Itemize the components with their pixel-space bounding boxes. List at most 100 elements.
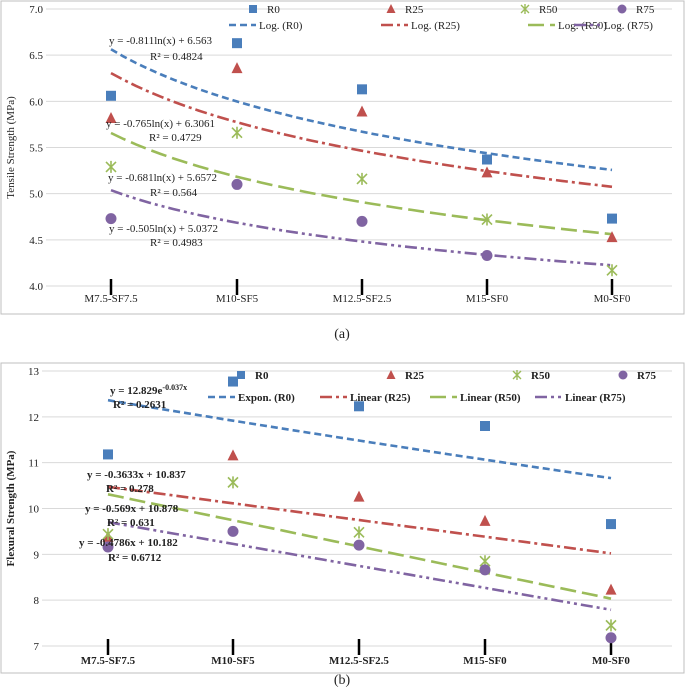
legend-label-r75: R75 bbox=[637, 370, 656, 382]
marker-r50-m15-sf0 bbox=[481, 213, 493, 226]
y-tick-label: 6.5 bbox=[29, 50, 43, 62]
legend-label-linear-r75: Linear (R75) bbox=[565, 392, 626, 404]
r-squared-linear-r25: R² = 0.278 bbox=[106, 483, 154, 495]
marker-r25-m10-sf5 bbox=[227, 449, 239, 461]
r-squared-log-r0: R² = 0.4824 bbox=[150, 51, 203, 63]
legend-label-r25: R25 bbox=[405, 370, 424, 382]
r-squared-log-r75: R² = 0.4983 bbox=[150, 237, 203, 249]
marker-r25-m7-5-sf7-5 bbox=[105, 111, 117, 123]
legend-marker-r75 bbox=[618, 370, 628, 380]
r-squared-log-r50: R² = 0.564 bbox=[150, 187, 198, 199]
marker-r25-m10-sf5 bbox=[231, 62, 243, 74]
x-tick-label-m0-sf0: M0-SF0 bbox=[594, 293, 631, 305]
trendline-log-r25 bbox=[110, 71, 613, 189]
r-squared-expon-r0: R² = 0.2631 bbox=[113, 399, 166, 411]
trendline-linear-r25 bbox=[107, 485, 612, 555]
marker-r25-m15-sf0 bbox=[481, 166, 493, 178]
legend-marker-r25 bbox=[386, 4, 396, 13]
legend-marker-r75 bbox=[617, 4, 627, 14]
x-tick-label-m10-sf5: M10-SF5 bbox=[211, 655, 255, 667]
trendline-log-r0 bbox=[110, 48, 613, 172]
chart-frame bbox=[0, 362, 685, 674]
y-tick-label: 6.0 bbox=[29, 96, 43, 108]
legend-label-r0: R0 bbox=[255, 370, 269, 382]
equation-text: y = -0.681ln(x) + 5.6572 bbox=[108, 172, 217, 184]
y-tick-label: 10 bbox=[28, 504, 40, 516]
legend-marker-r25 bbox=[386, 370, 396, 379]
y-axis-title: Tensile Strength (MPa) bbox=[5, 96, 17, 199]
marker-r25-m0-sf0 bbox=[606, 231, 618, 243]
marker-r0-m7-5-sf7-5 bbox=[103, 449, 113, 460]
marker-r0-m10-sf5 bbox=[232, 38, 242, 49]
marker-r25-m15-sf0 bbox=[479, 514, 491, 526]
x-tick-label-m15-sf0: M15-SF0 bbox=[463, 655, 507, 667]
marker-r50-m12-5-sf2-5 bbox=[353, 526, 365, 539]
equation-text: y = -0.505ln(x) + 5.0372 bbox=[109, 223, 218, 235]
marker-r75-m7-5-sf7-5 bbox=[102, 541, 114, 553]
legend-marker-r0 bbox=[237, 371, 245, 379]
marker-r50-m7-5-sf7-5 bbox=[102, 528, 114, 541]
marker-r0-m0-sf0 bbox=[607, 213, 617, 224]
trendline-log-r75 bbox=[110, 188, 613, 267]
equation-log-r0: y = -0.811ln(x) + 6.563 bbox=[109, 35, 213, 47]
y-tick-label: 4.0 bbox=[29, 281, 43, 293]
equation-linear-r25: y = -0.3633x + 10.837 bbox=[87, 469, 186, 481]
y-tick-label: 12 bbox=[28, 412, 39, 424]
legend-label-log-r0: Log. (R0) bbox=[259, 20, 303, 32]
marker-r0-m12-5-sf2-5 bbox=[354, 401, 364, 412]
legend-marker-r0 bbox=[249, 5, 257, 13]
y-tick-label: 5.5 bbox=[29, 143, 43, 155]
marker-r50-m0-sf0 bbox=[606, 264, 618, 277]
legend-label-log-r25: Log. (R25) bbox=[411, 20, 460, 32]
x-tick-label-m7-5-sf7-5: M7.5-SF7.5 bbox=[81, 655, 136, 667]
marker-r0-m10-sf5 bbox=[228, 376, 238, 387]
marker-r50-m10-sf5 bbox=[227, 476, 239, 489]
panel-label: (a) bbox=[334, 327, 350, 342]
panel-b-flexural-strength: 7 8 9 10 11 12 13 M7.5-SF7.5 M10-SF5 M12.5-SF2.5 M… bbox=[0, 362, 685, 688]
legend-label-r50: R50 bbox=[539, 4, 558, 16]
x-tick-label-m12-5-sf2-5: M12.5-SF2.5 bbox=[333, 293, 392, 305]
marker-r75-m10-sf5 bbox=[227, 525, 239, 537]
marker-r75-m12-5-sf2-5 bbox=[353, 539, 365, 551]
equation-exponent: -0.037x bbox=[162, 383, 187, 392]
panel-a-tensile-strength: 4.0 4.5 5.0 5.5 6.0 6.5 7.0 M7.5-SF7.5 M10-SF5 M1… bbox=[0, 0, 685, 342]
y-tick-label: 11 bbox=[28, 458, 39, 470]
y-tick-label: 7 bbox=[34, 641, 40, 653]
equation-text: y = -0.4786x + 10.182 bbox=[79, 537, 178, 549]
marker-r50-m12-5-sf2-5 bbox=[356, 172, 368, 185]
legend-label-linear-r25: Linear (R25) bbox=[350, 392, 411, 404]
y-tick-label: 9 bbox=[34, 549, 40, 561]
marker-r75-m15-sf0 bbox=[479, 564, 491, 576]
legend-marker-r50 bbox=[512, 370, 522, 380]
r-squared-log-r25: R² = 0.4729 bbox=[149, 132, 202, 144]
legend-label-r75: R75 bbox=[636, 4, 655, 16]
legend-label-r0: R0 bbox=[267, 4, 280, 16]
marker-r0-m12-5-sf2-5 bbox=[357, 84, 367, 95]
y-tick-label: 8 bbox=[34, 595, 40, 607]
r-squared-linear-r50: R² = 0.631 bbox=[107, 517, 155, 529]
marker-r25-m0-sf0 bbox=[605, 583, 617, 595]
x-tick-label-m15-sf0: M15-SF0 bbox=[466, 293, 509, 305]
equation-text: y = -0.569x + 10.878 bbox=[85, 503, 179, 515]
equation-log-r50: y = -0.681ln(x) + 5.6572 bbox=[108, 172, 217, 184]
trendline-expon-r0 bbox=[107, 398, 612, 480]
equation-text: y = 12.829e bbox=[110, 385, 163, 397]
marker-r25-m12-5-sf2-5 bbox=[356, 105, 368, 117]
marker-r25-m12-5-sf2-5 bbox=[353, 490, 365, 502]
x-tick-label-m12-5-sf2-5: M12.5-SF2.5 bbox=[329, 655, 389, 667]
trendline-log-r50 bbox=[110, 131, 613, 236]
y-tick-label: 7.0 bbox=[29, 4, 43, 16]
x-tick-label-m7-5-sf7-5: M7.5-SF7.5 bbox=[84, 293, 138, 305]
y-tick-label: 13 bbox=[28, 366, 40, 378]
marker-r75-m10-sf5 bbox=[231, 178, 243, 190]
marker-r0-m0-sf0 bbox=[606, 519, 616, 530]
marker-r50-m7-5-sf7-5 bbox=[105, 160, 117, 173]
legend-label-linear-r50: Linear (R50) bbox=[460, 392, 521, 404]
panel-label: (b) bbox=[334, 673, 351, 688]
marker-r50-m10-sf5 bbox=[231, 126, 243, 139]
equation-log-r25: y = -0.765ln(x) + 6.3061 bbox=[106, 118, 215, 130]
trendline-linear-r75 bbox=[107, 520, 612, 612]
marker-r0-m15-sf0 bbox=[480, 421, 490, 431]
legend-label-r25: R25 bbox=[405, 4, 424, 16]
